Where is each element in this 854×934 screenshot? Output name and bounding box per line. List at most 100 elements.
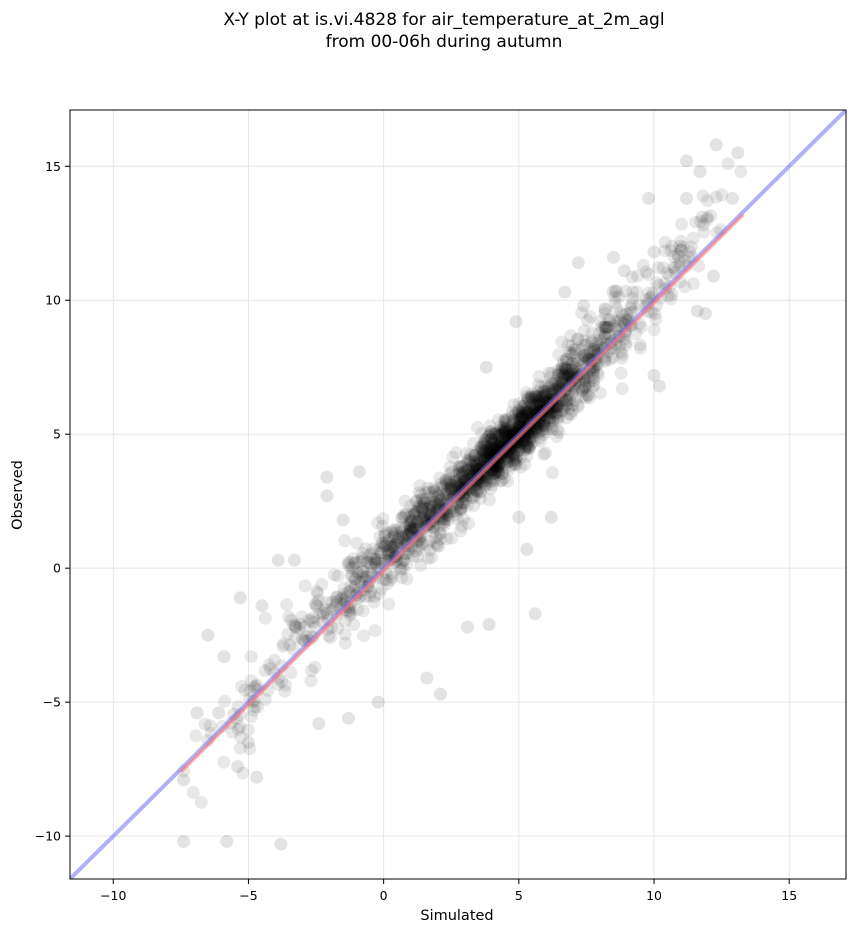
scatter-point xyxy=(484,425,498,439)
scatter-point xyxy=(565,356,579,370)
scatter-point xyxy=(511,448,525,462)
scatter-point xyxy=(483,439,497,453)
scatter-point xyxy=(558,361,572,375)
scatter-point xyxy=(549,406,563,420)
scatter-point xyxy=(537,427,551,441)
scatter-point xyxy=(243,742,257,756)
scatter-point xyxy=(560,367,573,381)
scatter-point xyxy=(445,531,459,545)
scatter-point xyxy=(459,492,473,506)
scatter-point xyxy=(506,446,520,460)
scatter-point xyxy=(528,389,542,403)
chart-title-line-2: from 00-06h during autumn xyxy=(326,32,563,52)
scatter-point xyxy=(562,402,575,416)
scatter-point xyxy=(537,389,551,403)
scatter-point xyxy=(274,837,288,851)
scatter-point xyxy=(509,451,523,465)
scatter-point xyxy=(486,427,500,441)
scatter-point xyxy=(560,397,574,411)
scatter-point xyxy=(304,674,318,688)
scatter-point xyxy=(433,532,447,546)
scatter-point xyxy=(491,468,505,482)
scatter-point xyxy=(562,345,576,359)
scatter-point xyxy=(406,523,420,537)
scatter-point xyxy=(455,459,469,473)
scatter-point xyxy=(630,285,644,299)
scatter-point xyxy=(603,352,617,366)
scatter-point xyxy=(405,516,419,530)
scatter-point xyxy=(575,382,589,395)
scatter-point xyxy=(482,441,496,455)
scatter-point xyxy=(443,481,457,495)
scatter-point xyxy=(545,420,559,434)
scatter-point xyxy=(250,770,264,784)
scatter-point xyxy=(493,458,507,471)
scatter-point xyxy=(338,627,352,641)
scatter-point xyxy=(529,390,542,404)
scatter-point xyxy=(519,398,533,411)
scatter-point xyxy=(529,395,543,409)
scatter-point xyxy=(348,579,362,593)
scatter-point xyxy=(422,485,436,499)
scatter-point xyxy=(430,537,443,551)
scatter-point xyxy=(452,473,466,487)
scatter-point xyxy=(443,467,457,481)
scatter-point xyxy=(312,717,326,731)
scatter-point xyxy=(421,507,435,521)
scatter-point xyxy=(556,371,570,384)
scatter-point xyxy=(410,544,424,558)
scatter-point xyxy=(514,450,528,464)
scatter-point xyxy=(327,568,341,582)
scatter-point xyxy=(320,607,334,621)
scatter-point xyxy=(598,307,612,320)
scatter-point xyxy=(505,405,519,419)
scatter-point xyxy=(522,429,536,443)
scatter-point xyxy=(357,564,371,578)
scatter-point xyxy=(570,356,584,370)
scatter-point xyxy=(389,523,403,537)
scatter-point xyxy=(451,478,465,492)
regression-line xyxy=(179,213,745,774)
scatter-point xyxy=(293,617,307,631)
scatter-point xyxy=(472,451,486,465)
scatter-point xyxy=(556,365,570,379)
scatter-point xyxy=(420,671,434,685)
scatter-point xyxy=(542,382,556,396)
scatter-point xyxy=(555,335,569,349)
scatter-point xyxy=(624,301,638,315)
scatter-point xyxy=(518,433,532,447)
scatter-point xyxy=(454,502,468,516)
scatter-point xyxy=(491,429,505,443)
scatter-point xyxy=(420,502,434,516)
scatter-point xyxy=(480,444,493,458)
scatter-point xyxy=(395,511,409,525)
scatter-point xyxy=(516,411,530,425)
scatter-point xyxy=(502,454,516,468)
scatter-point xyxy=(568,346,582,360)
scatter-point xyxy=(212,706,226,720)
scatter-point xyxy=(434,481,448,495)
scatter-point xyxy=(535,390,549,403)
scatter-point xyxy=(517,437,531,451)
scatter-point xyxy=(578,348,591,362)
scatter-point xyxy=(592,369,606,382)
scatter-point xyxy=(492,429,506,443)
scatter-point xyxy=(570,332,584,346)
scatter-point xyxy=(484,433,498,447)
scatter-point xyxy=(417,509,431,523)
scatter-point xyxy=(532,426,546,440)
scatter-point xyxy=(693,165,707,179)
scatter-point xyxy=(455,495,469,509)
scatter-point xyxy=(434,527,447,540)
scatter-point xyxy=(433,494,447,507)
scatter-point xyxy=(289,619,303,633)
scatter-point xyxy=(271,553,285,567)
scatter-point xyxy=(439,487,453,501)
scatter-point xyxy=(435,493,449,507)
scatter-point xyxy=(376,537,390,550)
scatter-point xyxy=(517,412,531,426)
scatter-point xyxy=(470,483,484,497)
scatter-point xyxy=(500,424,514,438)
scatter-point xyxy=(541,379,555,393)
scatter-point xyxy=(510,458,524,472)
